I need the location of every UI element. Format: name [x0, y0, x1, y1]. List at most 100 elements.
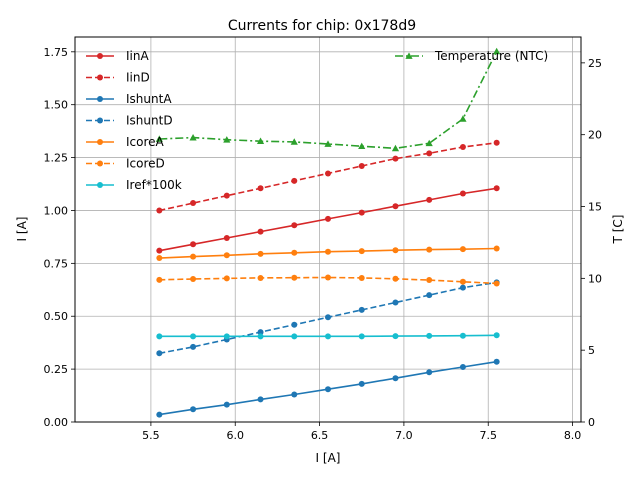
data-point: [223, 252, 230, 259]
data-point: [493, 332, 500, 339]
y-tick-label: 0.50: [44, 310, 69, 323]
data-point: [426, 369, 433, 376]
data-point: [291, 321, 298, 328]
data-point: [325, 248, 331, 255]
data-point: [223, 401, 230, 408]
data-point: [426, 150, 433, 157]
series-layer: [155, 47, 501, 418]
legend-entry: IinA: [86, 49, 149, 63]
legend-label: IshuntA: [126, 92, 172, 106]
data-point: [257, 250, 264, 257]
data-point: [493, 185, 500, 192]
data-point: [493, 139, 500, 146]
data-point: [291, 249, 298, 256]
data-point: [426, 196, 433, 203]
y-tick-label: 0.25: [44, 363, 69, 376]
data-point: [325, 274, 331, 281]
data-point: [190, 343, 197, 350]
data-point: [223, 192, 230, 199]
legend-label: IcoreD: [126, 157, 165, 171]
data-point: [425, 139, 433, 147]
x-tick-label: 5.5: [142, 429, 160, 442]
series-line: [159, 276, 497, 285]
data-point: [291, 222, 298, 229]
data-point: [426, 246, 433, 253]
data-point: [190, 253, 197, 260]
legend-left: IinA IinD IshuntA IshuntD IcoreA IcoreD Iref*1…: [86, 49, 182, 192]
x-axis: 5.5 6.0 6.5 7.0 7.5 8.0: [142, 422, 581, 442]
legend-marker: [405, 52, 413, 59]
legend-entry: IcoreA: [86, 135, 165, 149]
data-point: [291, 274, 298, 281]
data-point: [257, 396, 264, 403]
legend-entry: IshuntA: [86, 92, 172, 106]
x-tick-label: 7.0: [395, 429, 413, 442]
data-point: [459, 246, 466, 253]
data-point: [391, 144, 400, 152]
data-point: [493, 47, 501, 55]
legend-marker: [97, 182, 103, 188]
data-point: [392, 275, 399, 282]
legend-marker: [97, 117, 103, 124]
series-ishunta: [156, 358, 500, 418]
data-point: [459, 284, 466, 291]
legend-label: Temperature (NTC): [434, 49, 548, 63]
legend-marker: [97, 96, 103, 102]
data-point: [426, 332, 433, 339]
data-point: [190, 406, 197, 413]
data-point: [493, 245, 500, 252]
y-tick-label: 0.75: [44, 257, 69, 270]
legend-marker: [97, 160, 103, 167]
data-point: [257, 228, 264, 235]
data-point: [426, 292, 433, 299]
chart-title: Currents for chip: 0x178d9: [228, 18, 416, 34]
data-point: [426, 277, 433, 284]
data-point: [156, 350, 163, 357]
data-point: [190, 241, 197, 248]
series-iind: [156, 139, 500, 214]
data-point: [392, 155, 399, 162]
y-axis-left: 0.00 0.25 0.50 0.75 1.00 1.25 1.50 1.75: [44, 46, 75, 429]
data-point: [156, 247, 163, 254]
data-point: [324, 140, 332, 147]
data-point: [257, 329, 264, 336]
y2-tick-label: 25: [588, 57, 602, 70]
x-tick-label: 7.5: [479, 429, 497, 442]
y2-axis-label: T [C]: [611, 215, 625, 245]
legend-entry: Temperature (NTC): [395, 49, 548, 63]
y-tick-label: 1.50: [44, 99, 69, 112]
legend-entry: IinD: [86, 71, 150, 85]
series-icored: [156, 274, 500, 287]
series-iina: [156, 185, 500, 254]
legend-marker: [97, 53, 103, 59]
y2-tick-label: 10: [588, 272, 602, 285]
data-point: [223, 136, 231, 143]
data-point: [156, 333, 163, 340]
data-point: [223, 333, 230, 340]
data-point: [459, 278, 466, 285]
legend-entry: Iref*100k: [86, 178, 182, 192]
data-point: [358, 333, 365, 340]
data-point: [358, 163, 365, 170]
x-tick-label: 8.0: [564, 429, 582, 442]
data-point: [325, 333, 331, 340]
data-point: [156, 207, 163, 214]
data-point: [392, 203, 399, 210]
legend-label: IshuntD: [126, 114, 173, 128]
data-point: [156, 255, 163, 262]
data-point: [257, 333, 264, 340]
data-point: [392, 299, 399, 306]
y-axis-label: I [A]: [15, 217, 29, 242]
y2-tick-label: 15: [588, 201, 602, 214]
data-point: [190, 276, 197, 282]
x-tick-label: 6.5: [311, 429, 329, 442]
legend-label: IinA: [126, 49, 149, 63]
data-point: [459, 332, 466, 339]
legend-label: IinD: [126, 71, 150, 85]
series-temperature-ntc-: [155, 47, 501, 152]
data-point: [325, 170, 331, 177]
data-point: [290, 138, 298, 145]
data-point: [190, 200, 197, 207]
data-point: [156, 276, 163, 283]
x-tick-label: 6.0: [226, 429, 244, 442]
